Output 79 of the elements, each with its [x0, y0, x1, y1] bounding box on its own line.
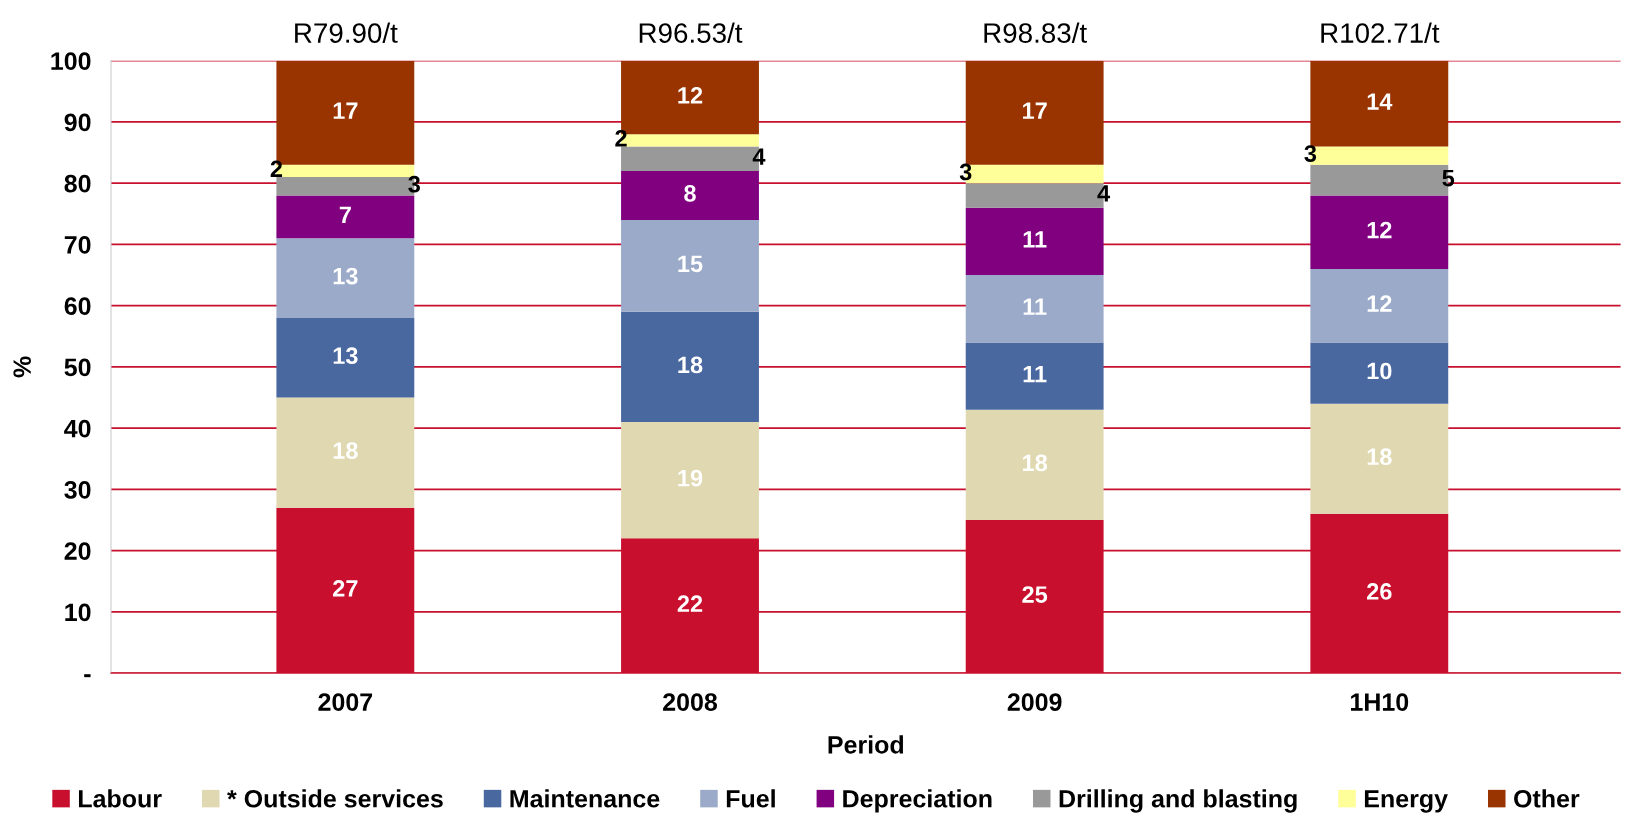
data-label: 18 [333, 442, 358, 459]
bar [965, 409, 1104, 520]
data-label: 25 [1022, 586, 1048, 603]
bar [621, 311, 759, 423]
data-label: 3 [1304, 145, 1317, 162]
data-label: 2 [270, 160, 283, 178]
data-label: 4 [752, 148, 766, 165]
legend-label: Fuel [726, 789, 775, 808]
data-label: 5 [1442, 169, 1455, 187]
data-label: 12 [678, 87, 703, 104]
x-tick-label: 2007 [318, 693, 373, 711]
data-label: 10 [1367, 362, 1392, 380]
bar [276, 238, 415, 318]
y-tick-label: 60 [64, 297, 91, 315]
bar [965, 275, 1104, 343]
y-tick-label: 40 [64, 419, 91, 438]
bar [1310, 268, 1449, 343]
data-label: 13 [333, 267, 358, 285]
bar [965, 342, 1104, 410]
bar [621, 219, 759, 312]
total-label: R96.53/t [639, 22, 743, 43]
bar [1310, 60, 1449, 147]
total-label: R102.71/t [1321, 22, 1440, 43]
bar [965, 207, 1104, 276]
data-label: 15 [678, 255, 703, 273]
data-label: 18 [1367, 448, 1392, 466]
data-label: 8 [684, 185, 696, 202]
data-label: 11 [1023, 298, 1047, 315]
data-label: 14 [1367, 93, 1393, 110]
y-tick-label: 50 [64, 358, 91, 377]
data-label: 17 [1023, 102, 1047, 119]
data-label: 18 [678, 356, 703, 374]
data-label: 13 [333, 347, 358, 365]
legend-label: Other [1514, 789, 1580, 808]
legend-label: Labour [78, 789, 162, 808]
y-tick-label: 90 [64, 113, 91, 132]
data-label: 27 [333, 580, 358, 597]
bar [1310, 342, 1449, 404]
y-tick-label: - [84, 674, 91, 678]
y-tick-label: 10 [65, 603, 91, 622]
data-label: 12 [1367, 295, 1392, 312]
data-label: 2 [615, 129, 627, 147]
total-label: R98.83/t [984, 22, 1087, 43]
x-tick-label: 2009 [1007, 693, 1062, 711]
data-label: 11 [1023, 231, 1047, 248]
bar [965, 60, 1104, 165]
y-tick-label: 100 [51, 52, 91, 70]
bar [276, 317, 415, 398]
legend-label: Drilling and blasting [1059, 789, 1297, 813]
bar [276, 397, 415, 508]
y-axis-title: % [13, 356, 31, 378]
data-label: 22 [677, 595, 703, 612]
x-tick-label: 2008 [663, 693, 718, 711]
total-label: R79.90/t [295, 22, 398, 43]
y-tick-label: 30 [64, 480, 91, 499]
bar [621, 422, 759, 539]
data-label: 18 [1023, 454, 1048, 472]
data-label: 26 [1367, 583, 1392, 600]
data-label: 4 [1097, 185, 1111, 202]
data-label: 19 [678, 469, 703, 487]
data-label: 11 [1023, 365, 1047, 383]
legend-label: * Outside services [227, 789, 443, 808]
data-label: 3 [959, 163, 972, 181]
data-label: 12 [1367, 221, 1392, 239]
data-label: 3 [408, 175, 420, 193]
legend-label: Depreciation [843, 789, 992, 813]
x-axis-title: Period [828, 735, 904, 754]
data-label: 7 [339, 206, 351, 223]
bar [276, 195, 415, 239]
bar [1310, 403, 1449, 514]
bar [621, 170, 759, 220]
y-tick-label: 20 [64, 542, 91, 560]
legend-label: Energy [1364, 790, 1448, 813]
legend-label: Maintenance [510, 789, 660, 808]
y-tick-label: 80 [64, 174, 91, 193]
data-label: 17 [333, 102, 358, 119]
bar [1310, 195, 1449, 269]
x-tick-label: 1H10 [1351, 693, 1409, 711]
y-tick-label: 70 [64, 236, 91, 254]
